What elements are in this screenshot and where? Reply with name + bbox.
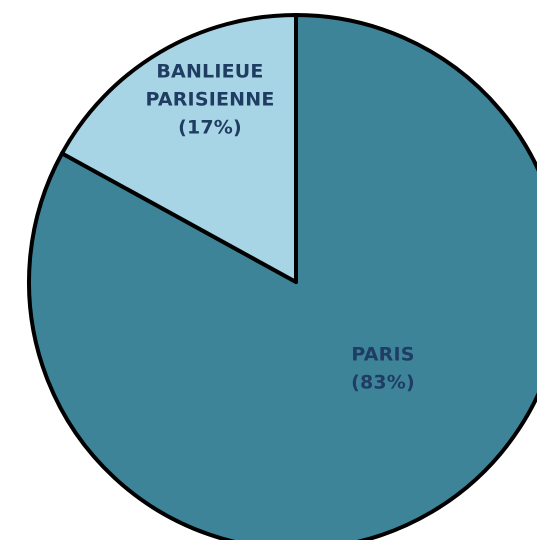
slice-label-1-line-0: BANLIEUE <box>156 61 263 83</box>
pie-slices <box>27 13 537 540</box>
slice-label-0-line-1: (83%) <box>351 372 415 394</box>
pie-slice-0 <box>27 13 537 540</box>
slice-label-0-line-0: PARIS <box>351 344 414 366</box>
pie-slice-1 <box>60 13 298 284</box>
slice-label-1-line-2: (17%) <box>178 117 242 139</box>
slice-label-1-line-1: PARISIENNE <box>145 89 274 111</box>
pie-labels: PARIS (83%) BANLIEUE PARISIENNE (17%) <box>145 61 414 394</box>
